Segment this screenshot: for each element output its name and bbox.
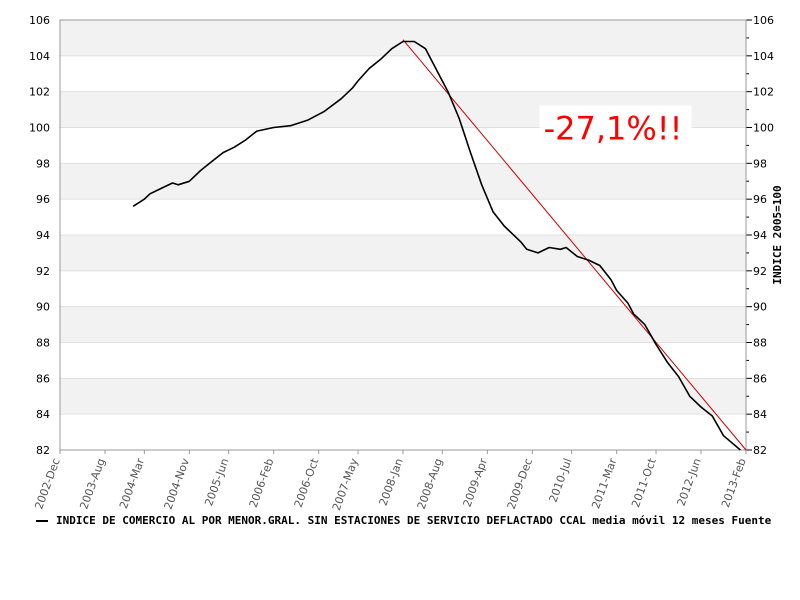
x-tick-label: 2005-Jun bbox=[202, 457, 231, 508]
trend-line bbox=[402, 39, 747, 451]
y-axis-right: 82 84 86 88 90 92 94 96 98 100 102 104 106 bbox=[746, 14, 774, 457]
grid-band bbox=[60, 306, 746, 343]
y-tick-label-right: 102 bbox=[753, 86, 774, 99]
grid-bands bbox=[60, 20, 746, 415]
y-tick-label-right: 82 bbox=[753, 444, 767, 457]
legend-swatch bbox=[36, 520, 48, 522]
y-tick-label-left: 82 bbox=[36, 444, 50, 457]
series-layer bbox=[132, 40, 741, 451]
y-tick-label-right: 96 bbox=[753, 193, 767, 206]
y-tick-label-left: 86 bbox=[36, 372, 50, 385]
y-axis-left: 82 84 86 88 90 92 94 96 98 100 102 104 106 bbox=[29, 14, 50, 457]
y-tick-label-left: 84 bbox=[36, 408, 50, 421]
y-tick-label-right: 106 bbox=[753, 14, 774, 27]
y-tick-label-right: 94 bbox=[753, 229, 767, 242]
x-tick-label: 2008-Aug bbox=[415, 457, 445, 511]
y-tick-label-right: 104 bbox=[753, 50, 774, 63]
y-tick-label-left: 106 bbox=[29, 14, 50, 27]
trend-layer bbox=[402, 39, 747, 451]
x-tick-label: 2006-Feb bbox=[247, 457, 277, 510]
y-tick-label-left: 96 bbox=[36, 193, 50, 206]
x-tick-label: 2012-Jun bbox=[675, 457, 704, 508]
x-tick-label: 2007-May bbox=[330, 456, 361, 512]
x-tick-label: 2004-Nov bbox=[162, 456, 193, 511]
y-tick-label-right: 86 bbox=[753, 372, 767, 385]
y-tick-label-right: 88 bbox=[753, 337, 767, 350]
legend-label: INDICE DE COMERCIO AL POR MENOR.GRAL. SI… bbox=[56, 514, 772, 527]
y-tick-label-left: 104 bbox=[29, 50, 50, 63]
y-tick-label-left: 100 bbox=[29, 122, 50, 135]
x-tick-label: 2003-Aug bbox=[77, 457, 107, 511]
y-tick-label-left: 94 bbox=[36, 229, 50, 242]
grid-band bbox=[60, 163, 746, 200]
series-line bbox=[132, 40, 741, 451]
y-tick-label-left: 90 bbox=[36, 301, 50, 314]
annotation-background bbox=[539, 105, 692, 148]
legend: INDICE DE COMERCIO AL POR MENOR.GRAL. SI… bbox=[36, 514, 800, 530]
grid-band bbox=[60, 20, 746, 56]
x-tick-label: 2004-Mar bbox=[117, 456, 147, 510]
annotation-layer: -27,1%!! bbox=[539, 105, 692, 148]
annotation-text: -27,1%!! bbox=[544, 110, 683, 148]
y-tick-label-right: 100 bbox=[753, 122, 774, 135]
y-tick-label-left: 88 bbox=[36, 337, 50, 350]
y-tick-label-left: 98 bbox=[36, 157, 50, 170]
x-tick-label: 2009-Apr bbox=[461, 456, 491, 509]
y-tick-label-right: 90 bbox=[753, 301, 767, 314]
x-axis: 2002-Dec 2003-Aug 2004-Mar 2004-Nov 2005-Jun… bbox=[32, 450, 749, 512]
grid-band bbox=[60, 378, 746, 415]
plot-frame bbox=[59, 19, 747, 451]
y-tick-label-left: 102 bbox=[29, 86, 50, 99]
x-tick-label: 2002-Dec bbox=[32, 457, 62, 511]
y-tick-label-right: 84 bbox=[753, 408, 767, 421]
y-tick-label-right: 92 bbox=[753, 265, 767, 278]
y-axis-title-right: INDICE 2005=100 bbox=[771, 185, 784, 284]
x-tick-label: 2011-Oct bbox=[629, 456, 659, 509]
x-tick-label: 2013-Feb bbox=[719, 457, 749, 510]
grid-band bbox=[60, 235, 746, 271]
x-tick-label: 2010-Jul bbox=[547, 457, 575, 505]
y-tick-label-right: 98 bbox=[753, 157, 767, 170]
x-tick-label: 2006-Oct bbox=[292, 456, 322, 509]
x-tick-label: 2008-Jan bbox=[377, 457, 406, 508]
y-tick-label-left: 92 bbox=[36, 265, 50, 278]
x-tick-label: 2009-Dec bbox=[505, 457, 535, 511]
x-tick-label: 2011-Mar bbox=[589, 456, 619, 510]
